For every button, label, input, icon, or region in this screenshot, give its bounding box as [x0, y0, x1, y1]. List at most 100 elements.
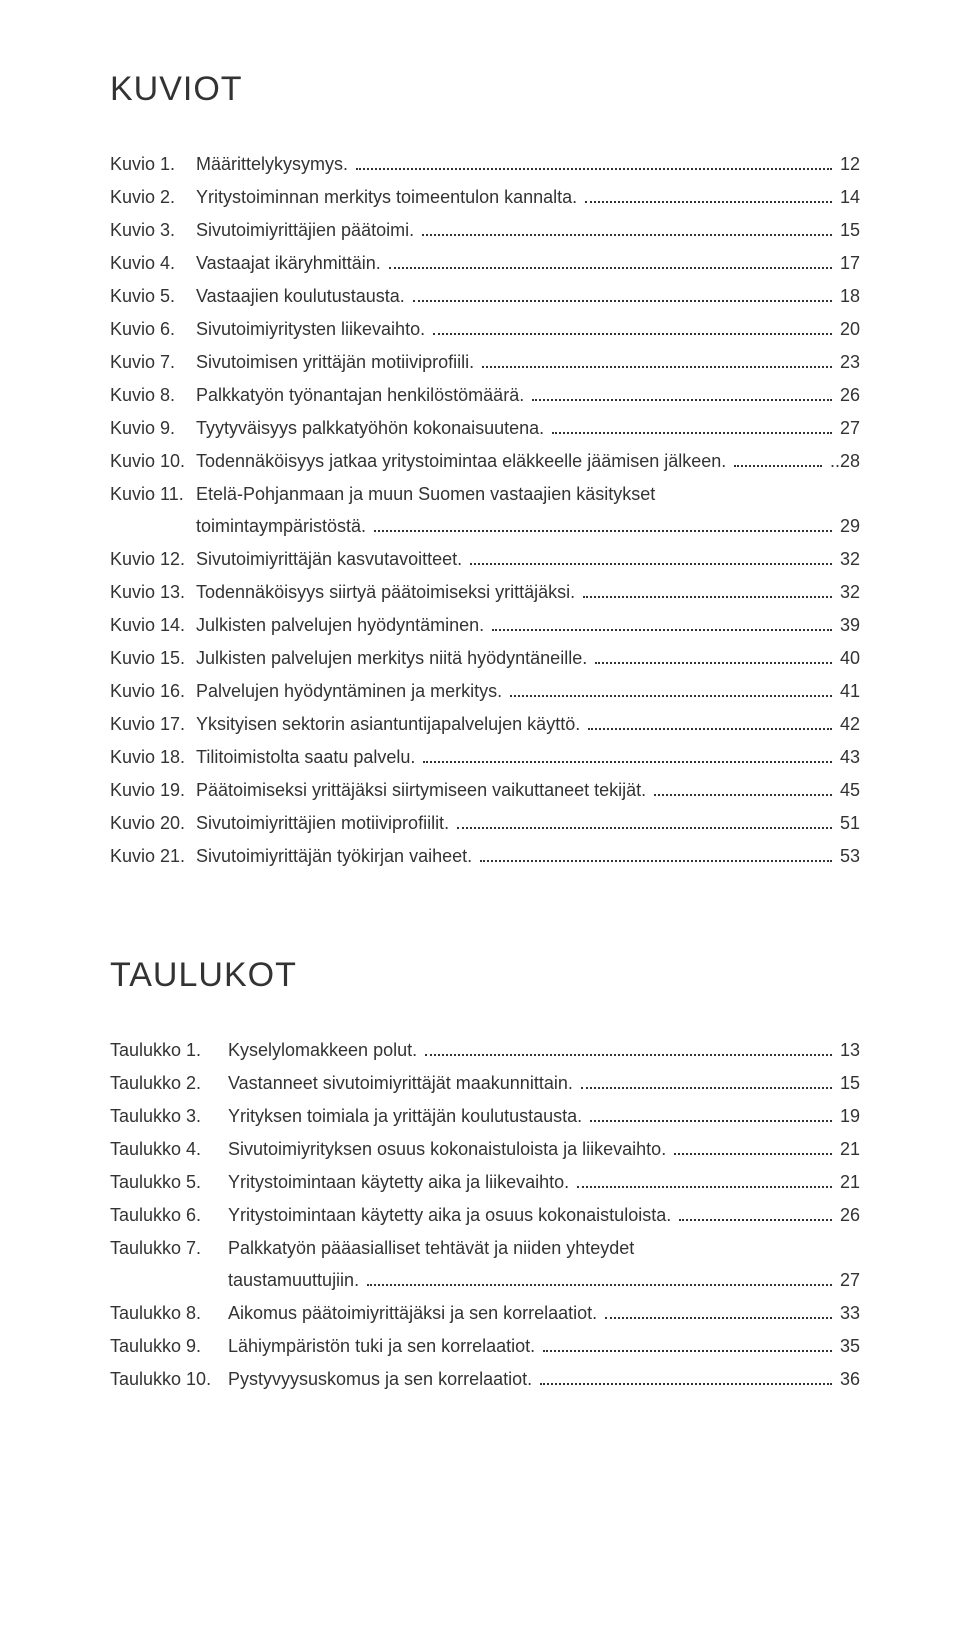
toc-label: Kuvio 17. [110, 715, 196, 733]
dot-leader [413, 300, 832, 302]
taulukot-title: TAULUKOT [110, 956, 860, 995]
toc-page: 35 [836, 1337, 860, 1355]
toc-label: Kuvio 9. [110, 419, 196, 437]
dot-leader [581, 1087, 832, 1089]
toc-row: Kuvio 13.Todennäköisyys siirtyä päätoimi… [110, 583, 860, 602]
toc-label: Kuvio 20. [110, 814, 196, 832]
toc-row: Kuvio 11.toimintaympäristöstä.29 [110, 517, 860, 536]
toc-text: Vastaajien koulutustausta. [196, 287, 409, 305]
toc-page: 23 [836, 353, 860, 371]
dot-leader [492, 629, 832, 631]
toc-row: Kuvio 2.Yritystoiminnan merkitys toimeen… [110, 188, 860, 207]
toc-row: Taulukko 7.Palkkatyön pääasialliset teht… [110, 1239, 860, 1257]
toc-page: 36 [836, 1370, 860, 1388]
toc-page: 17 [836, 254, 860, 272]
toc-row: Kuvio 9.Tyytyväisyys palkkatyöhön kokona… [110, 419, 860, 438]
dot-leader [367, 1284, 832, 1286]
toc-page: 19 [836, 1107, 860, 1125]
toc-row: Kuvio 5.Vastaajien koulutustausta. 18 [110, 287, 860, 306]
toc-label: Kuvio 13. [110, 583, 196, 601]
toc-row: Kuvio 21.Sivutoimiyrittäjän työkirjan va… [110, 847, 860, 866]
toc-label: Kuvio 12. [110, 550, 196, 568]
toc-page: 29 [836, 517, 860, 535]
toc-page: 53 [836, 847, 860, 865]
toc-label: Taulukko 7. [110, 1239, 228, 1257]
toc-text: Yritystoimintaan käytetty aika ja osuus … [228, 1206, 675, 1224]
dot-leader [532, 399, 832, 401]
toc-page: 33 [836, 1304, 860, 1322]
toc-text: Sivutoimiyrittäjien päätoimi. [196, 221, 418, 239]
toc-page: 13 [836, 1041, 860, 1059]
toc-row: Kuvio 17.Yksityisen sektorin asiantuntij… [110, 715, 860, 734]
toc-page: 15 [836, 221, 860, 239]
toc-text: Yritystoiminnan merkitys toimeentulon ka… [196, 188, 581, 206]
toc-label: Kuvio 21. [110, 847, 196, 865]
toc-row: Kuvio 14.Julkisten palvelujen hyödyntämi… [110, 616, 860, 635]
toc-page: 15 [836, 1074, 860, 1092]
toc-text: Tilitoimistolta saatu palvelu. [196, 748, 419, 766]
toc-label: Taulukko 8. [110, 1304, 228, 1322]
dot-leader [605, 1317, 832, 1319]
dot-leader [595, 662, 832, 664]
toc-label: Kuvio 6. [110, 320, 196, 338]
toc-page: 32 [836, 550, 860, 568]
toc-text: Etelä-Pohjanmaan ja muun Suomen vastaaji… [196, 485, 659, 503]
toc-row: Kuvio 20.Sivutoimiyrittäjien motiiviprof… [110, 814, 860, 833]
toc-label: Kuvio 3. [110, 221, 196, 239]
toc-text: Julkisten palvelujen merkitys niitä hyöd… [196, 649, 591, 667]
toc-text: Yksityisen sektorin asiantuntijapalveluj… [196, 715, 584, 733]
toc-text: Sivutoimiyrittäjien motiiviprofiilit. [196, 814, 453, 832]
toc-label: Taulukko 3. [110, 1107, 228, 1125]
toc-row: Kuvio 1.Määrittelykysymys.12 [110, 155, 860, 174]
toc-row: Kuvio 8.Palkkatyön työnantajan henkilöst… [110, 386, 860, 405]
dot-leader [457, 827, 832, 829]
dot-leader [374, 530, 832, 532]
toc-text: Sivutoimiyrittäjän työkirjan vaiheet. [196, 847, 476, 865]
toc-text: Julkisten palvelujen hyödyntäminen. [196, 616, 488, 634]
toc-page: 39 [836, 616, 860, 634]
toc-label: Kuvio 18. [110, 748, 196, 766]
toc-page: 40 [836, 649, 860, 667]
toc-label: Taulukko 1. [110, 1041, 228, 1059]
toc-text: Yritystoimintaan käytetty aika ja liikev… [228, 1173, 573, 1191]
toc-label: Kuvio 2. [110, 188, 196, 206]
toc-text: Yrityksen toimiala ja yrittäjän koulutus… [228, 1107, 586, 1125]
toc-text: Vastanneet sivutoimiyrittäjät maakunnitt… [228, 1074, 577, 1092]
toc-text: Sivutoimisen yrittäjän motiiviprofiili. [196, 353, 478, 371]
toc-page: 41 [836, 682, 860, 700]
toc-text: Pystyvyysuskomus ja sen korrelaatiot. [228, 1370, 536, 1388]
dot-leader [577, 1186, 832, 1188]
toc-row: Kuvio 12.Sivutoimiyrittäjän kasvutavoitt… [110, 550, 860, 569]
dot-leader [588, 728, 832, 730]
dot-leader [425, 1054, 832, 1056]
dot-leader [552, 432, 832, 434]
toc-label: Kuvio 5. [110, 287, 196, 305]
dot-leader [433, 333, 832, 335]
toc-text: Kyselylomakkeen polut. [228, 1041, 421, 1059]
toc-page: 51 [836, 814, 860, 832]
toc-text: Aikomus päätoimiyrittäjäksi ja sen korre… [228, 1304, 601, 1322]
dot-leader [654, 794, 832, 796]
toc-row: Taulukko 1.Kyselylomakkeen polut. 13 [110, 1041, 860, 1060]
dot-leader [356, 168, 832, 170]
taulukot-toc: Taulukko 1.Kyselylomakkeen polut.13Taulu… [110, 1041, 860, 1389]
toc-page: 27 [836, 419, 860, 437]
toc-text: Sivutoimiyrityksen osuus kokonaistuloist… [228, 1140, 670, 1158]
toc-row: Taulukko 9.Lähiympäristön tuki ja sen ko… [110, 1337, 860, 1356]
toc-text: Palkkatyön työnantajan henkilöstömäärä. [196, 386, 528, 404]
toc-text: Todennäköisyys jatkaa yritystoimintaa el… [196, 452, 730, 470]
toc-row: Kuvio 7.Sivutoimisen yrittäjän motiivipr… [110, 353, 860, 372]
toc-text: Vastaajat ikäryhmittäin. [196, 254, 385, 272]
toc-row: Taulukko 2.Vastanneet sivutoimiyrittäjät… [110, 1074, 860, 1093]
toc-label: Taulukko 4. [110, 1140, 228, 1158]
toc-page: 18 [836, 287, 860, 305]
toc-row: Kuvio 10.Todennäköisyys jatkaa yritystoi… [110, 452, 860, 471]
toc-text: Sivutoimiyritysten liikevaihto. [196, 320, 429, 338]
toc-row: Kuvio 4.Vastaajat ikäryhmittäin.17 [110, 254, 860, 273]
toc-page: 27 [836, 1271, 860, 1289]
dot-leader [540, 1383, 832, 1385]
toc-label: Kuvio 8. [110, 386, 196, 404]
toc-page: 14 [836, 188, 860, 206]
dot-leader [389, 267, 832, 269]
toc-row: Kuvio 18.Tilitoimistolta saatu palvelu.4… [110, 748, 860, 767]
